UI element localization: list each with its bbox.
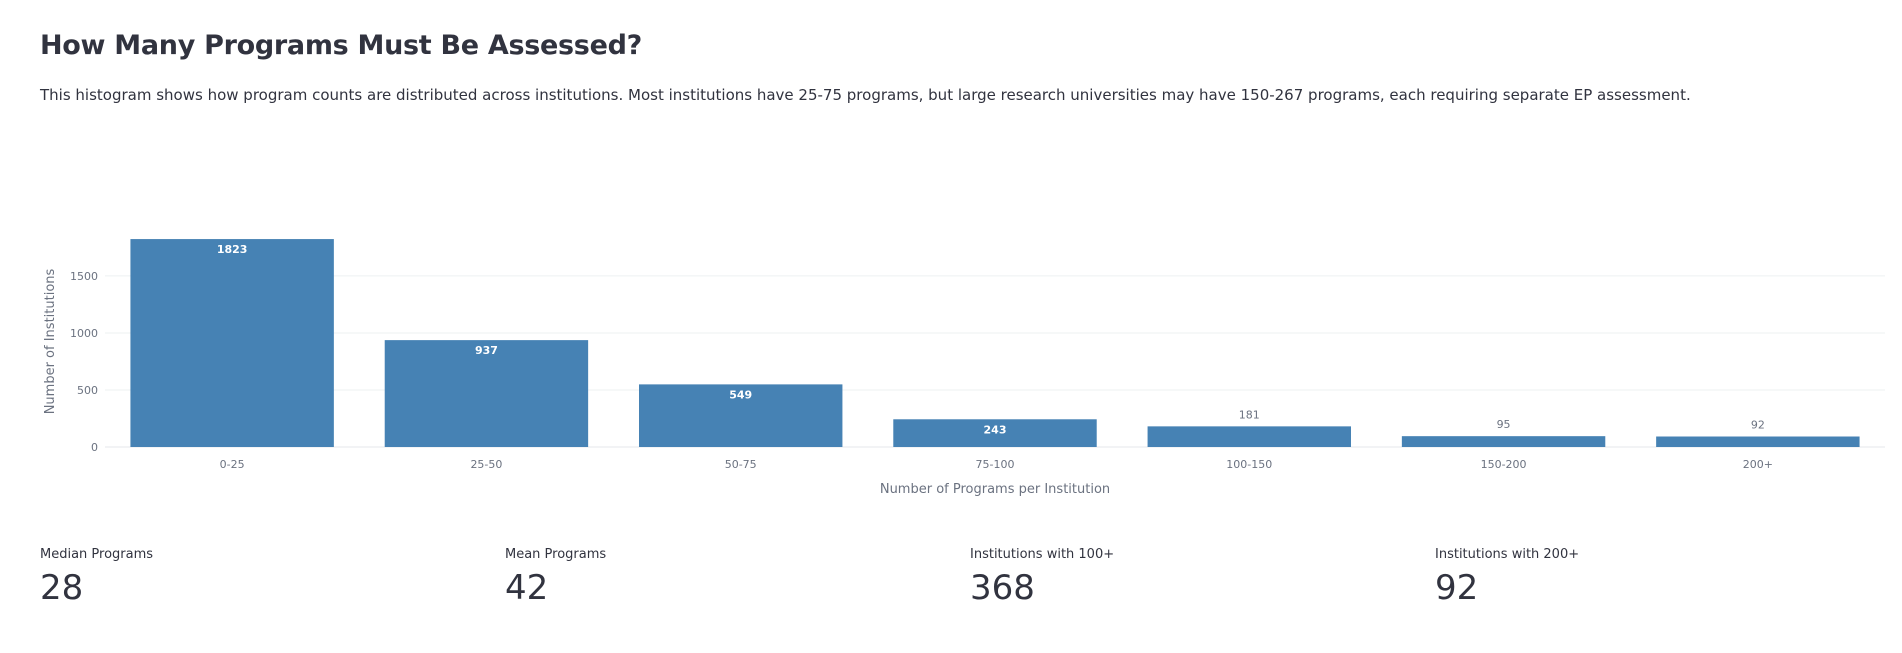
x-axis-title: Number of Programs per Institution — [880, 482, 1110, 497]
x-tick-label: 50-75 — [725, 458, 757, 471]
metric-value: 92 — [1435, 568, 1479, 608]
bar-150-200 — [1401, 436, 1606, 447]
bar-0-25 — [130, 239, 334, 447]
bar-200+ — [1656, 436, 1860, 447]
data-label: 243 — [984, 423, 1007, 436]
x-tick-label: 150-200 — [1481, 458, 1527, 471]
metric-mean-programs: Mean Programs 42 — [505, 547, 606, 607]
data-label: 92 — [1751, 419, 1765, 432]
page-description: This histogram shows how program counts … — [40, 86, 1691, 104]
y-axis-title: Number of Institutions — [43, 268, 58, 414]
y-tick-label: 0 — [91, 441, 98, 454]
data-label: 937 — [475, 344, 498, 357]
y-tick-label: 1000 — [70, 327, 98, 340]
y-tick-label: 1500 — [70, 270, 98, 283]
bar-25-50 — [384, 340, 589, 447]
metric-label: Institutions with 200+ — [1435, 547, 1580, 562]
metric-median-programs: Median Programs 28 — [40, 547, 153, 607]
y-tick-label: 500 — [77, 384, 98, 397]
data-label: 95 — [1497, 418, 1511, 431]
metric-institutions-200-plus: Institutions with 200+ 92 — [1435, 547, 1579, 607]
metric-institutions-100-plus: Institutions with 100+ 368 — [970, 547, 1114, 607]
data-label: 549 — [729, 388, 752, 401]
x-tick-label: 100-150 — [1226, 458, 1272, 471]
x-tick-label: 200+ — [1743, 458, 1773, 471]
x-tick-label: 25-50 — [470, 458, 502, 471]
metric-value: 42 — [505, 568, 549, 608]
metric-label: Mean Programs — [505, 547, 607, 562]
metric-label: Institutions with 100+ — [970, 547, 1115, 562]
data-label: 1823 — [217, 243, 248, 256]
metric-value: 28 — [40, 568, 84, 608]
bar-100-150 — [1147, 426, 1351, 447]
data-label: 181 — [1239, 408, 1260, 421]
histogram-chart: 0 500 1000 1500 1823 0-25 937 25-50 549 50-75 243 7… — [43, 239, 1885, 497]
metric-label: Median Programs — [40, 547, 154, 562]
page-title: How Many Programs Must Be Assessed? — [40, 30, 642, 61]
bar-75-100 — [893, 419, 1097, 447]
x-tick-label: 75-100 — [976, 458, 1015, 471]
x-tick-label: 0-25 — [220, 458, 245, 471]
bar-50-75 — [639, 384, 843, 447]
metric-value: 368 — [970, 568, 1035, 608]
